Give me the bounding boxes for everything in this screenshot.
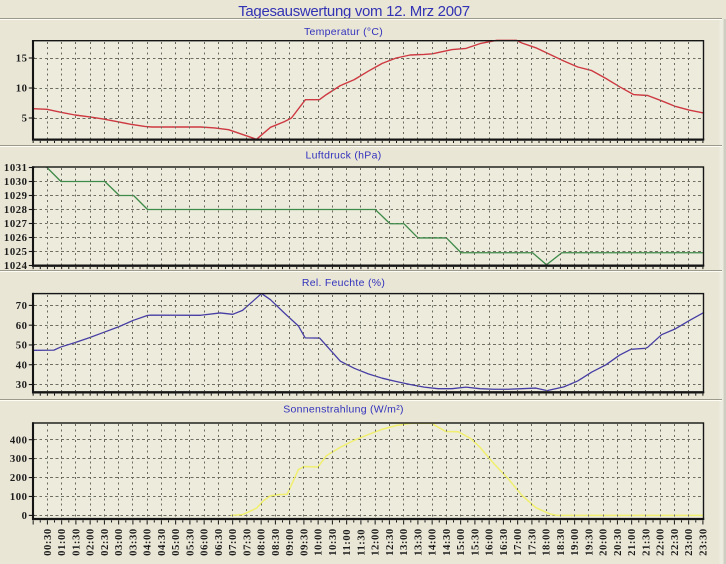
svg-text:1025: 1025 xyxy=(4,246,28,258)
svg-text:10:30: 10:30 xyxy=(327,528,339,556)
svg-text:30: 30 xyxy=(16,379,28,391)
svg-text:19:00: 19:00 xyxy=(569,528,581,556)
svg-text:06:00: 06:00 xyxy=(199,528,211,556)
svg-text:18:30: 18:30 xyxy=(555,528,567,556)
svg-text:14:00: 14:00 xyxy=(427,528,439,556)
svg-text:04:00: 04:00 xyxy=(142,528,154,556)
svg-text:10:00: 10:00 xyxy=(313,528,325,556)
svg-text:01:30: 01:30 xyxy=(71,528,83,556)
svg-text:17:30: 17:30 xyxy=(527,528,539,556)
svg-text:1026: 1026 xyxy=(4,232,28,244)
svg-text:1027: 1027 xyxy=(4,218,28,230)
svg-text:100: 100 xyxy=(10,491,28,503)
svg-text:Tagesauswertung vom 12. Mrz 20: Tagesauswertung vom 12. Mrz 2007 xyxy=(238,3,470,20)
svg-text:21:00: 21:00 xyxy=(626,528,638,556)
svg-text:00:30: 00:30 xyxy=(42,528,54,556)
svg-text:04:30: 04:30 xyxy=(156,528,168,556)
svg-text:23:00: 23:00 xyxy=(683,528,695,556)
svg-text:20:30: 20:30 xyxy=(612,528,624,556)
svg-text:17:00: 17:00 xyxy=(512,528,524,556)
svg-text:Rel. Feuchte (%): Rel. Feuchte (%) xyxy=(302,277,385,289)
svg-text:05:30: 05:30 xyxy=(185,528,197,556)
svg-text:300: 300 xyxy=(10,453,28,465)
svg-text:70: 70 xyxy=(16,300,28,312)
svg-text:16:30: 16:30 xyxy=(498,528,510,556)
svg-text:10: 10 xyxy=(16,83,28,95)
svg-text:15:30: 15:30 xyxy=(470,528,482,556)
svg-text:08:30: 08:30 xyxy=(270,528,282,556)
svg-text:06:30: 06:30 xyxy=(213,528,225,556)
svg-text:19:30: 19:30 xyxy=(584,528,596,556)
svg-text:02:00: 02:00 xyxy=(85,528,97,556)
svg-text:Luftdruck (hPa): Luftdruck (hPa) xyxy=(306,150,382,162)
svg-text:09:00: 09:00 xyxy=(284,528,296,556)
svg-text:14:30: 14:30 xyxy=(441,528,453,556)
svg-text:03:00: 03:00 xyxy=(113,528,125,556)
svg-text:50: 50 xyxy=(16,340,28,352)
svg-text:1024: 1024 xyxy=(4,260,28,272)
svg-text:1031: 1031 xyxy=(4,162,28,174)
svg-text:200: 200 xyxy=(10,472,28,484)
svg-text:07:30: 07:30 xyxy=(242,528,254,556)
svg-text:13:30: 13:30 xyxy=(413,528,425,556)
svg-text:60: 60 xyxy=(16,320,28,332)
svg-text:15: 15 xyxy=(16,53,28,65)
svg-text:23:30: 23:30 xyxy=(698,528,710,556)
svg-text:Sonnenstrahlung (W/m²): Sonnenstrahlung (W/m²) xyxy=(283,404,404,416)
svg-text:1030: 1030 xyxy=(4,176,28,188)
svg-text:400: 400 xyxy=(10,434,28,446)
svg-text:Temperatur (°C): Temperatur (°C) xyxy=(304,26,383,38)
svg-text:03:30: 03:30 xyxy=(128,528,140,556)
svg-text:21:30: 21:30 xyxy=(641,528,653,556)
svg-text:05:00: 05:00 xyxy=(170,528,182,556)
svg-text:22:30: 22:30 xyxy=(669,528,681,556)
svg-text:09:30: 09:30 xyxy=(299,528,311,556)
svg-text:18:00: 18:00 xyxy=(541,528,553,556)
svg-text:1028: 1028 xyxy=(4,204,28,216)
svg-text:0: 0 xyxy=(22,510,28,522)
svg-text:01:00: 01:00 xyxy=(56,528,68,556)
svg-text:22:00: 22:00 xyxy=(655,528,667,556)
svg-text:1029: 1029 xyxy=(4,190,28,202)
svg-text:07:00: 07:00 xyxy=(227,528,239,556)
svg-text:40: 40 xyxy=(16,359,28,371)
svg-text:15:00: 15:00 xyxy=(455,528,467,556)
svg-text:12:30: 12:30 xyxy=(384,528,396,556)
svg-text:5: 5 xyxy=(22,113,28,125)
svg-text:16:00: 16:00 xyxy=(484,528,496,556)
svg-text:12:00: 12:00 xyxy=(370,528,382,556)
svg-text:02:30: 02:30 xyxy=(99,528,111,556)
svg-text:11:30: 11:30 xyxy=(356,529,368,556)
svg-text:20:00: 20:00 xyxy=(598,528,610,556)
svg-text:11:00: 11:00 xyxy=(341,529,353,556)
svg-text:08:00: 08:00 xyxy=(256,528,268,556)
svg-text:13:00: 13:00 xyxy=(398,528,410,556)
